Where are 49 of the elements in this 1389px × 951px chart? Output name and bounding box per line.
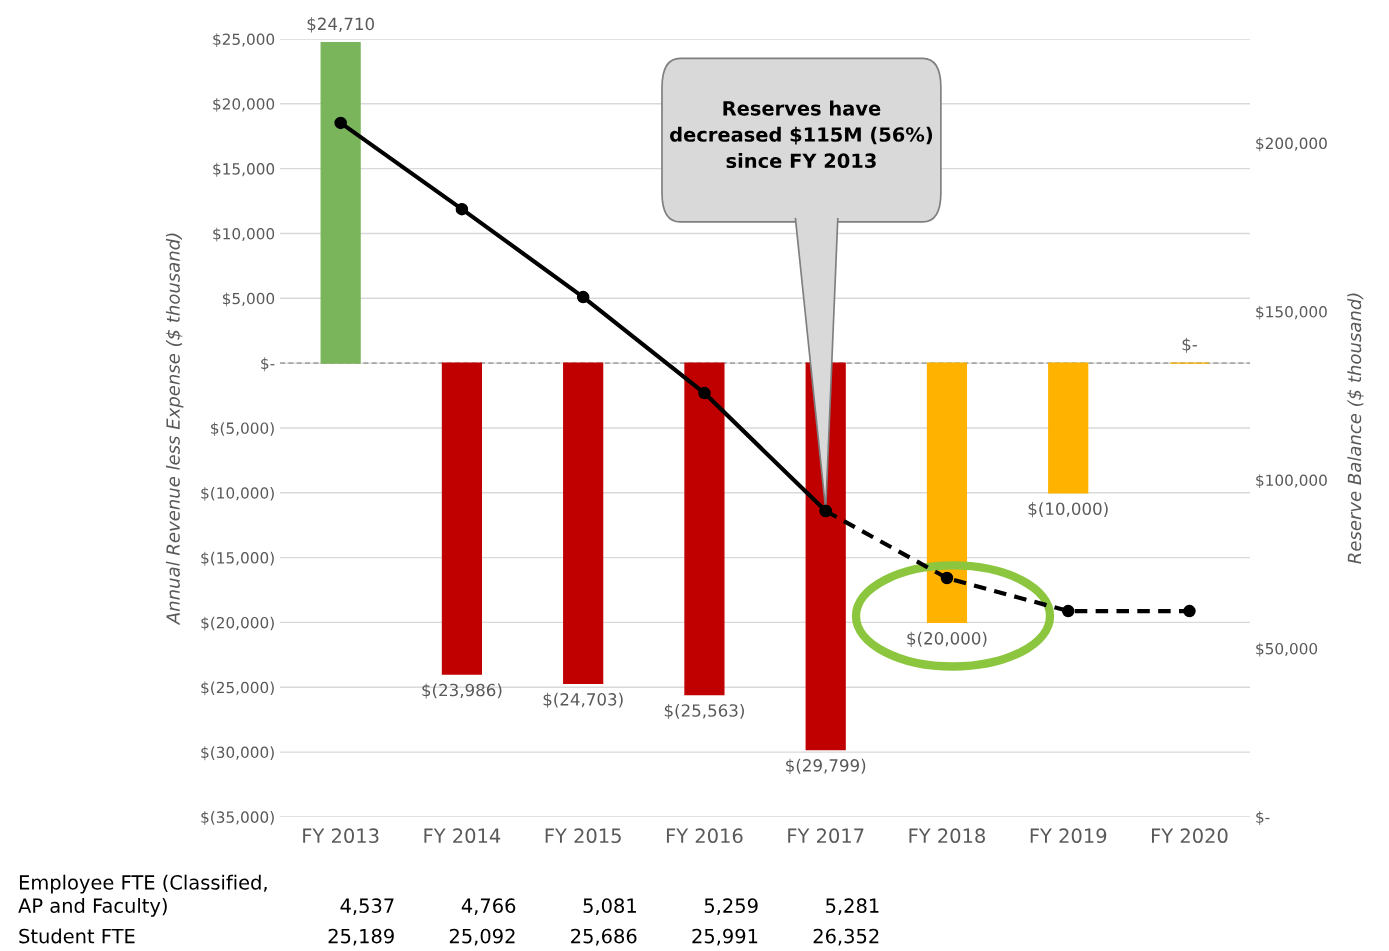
text: 4,537 <box>340 898 394 915</box>
text: 5,259 <box>704 898 758 915</box>
data-label: $(25,563) <box>664 703 744 720</box>
y2-tick-label: $- <box>1256 811 1270 825</box>
y2-tick-label: $100,000 <box>1256 474 1327 489</box>
y2-tick-label: $200,000 <box>1256 137 1327 152</box>
data-label: $(24,703) <box>543 692 623 708</box>
y-tick-label: $20,000 <box>213 98 275 112</box>
y-tick-label: $(35,000) <box>201 811 274 825</box>
y-axis-title: Annual Revenue less Expense ($ thousand) <box>165 233 184 626</box>
y-tick-label: $(15,000) <box>201 551 274 566</box>
data-label: $24,710 <box>307 17 375 33</box>
text: 25,991 <box>692 928 758 946</box>
x-tick-label: FY 2018 <box>909 828 985 844</box>
text: 4,766 <box>461 898 516 915</box>
x-tick-label: FY 2014 <box>424 828 501 844</box>
text: 25,092 <box>449 928 515 946</box>
y2-axis-title: Reserve Balance ($ thousand) <box>1347 293 1364 564</box>
y-tick-label: $5,000 <box>222 292 275 307</box>
data-label: $(10,000) <box>1028 502 1108 518</box>
annotation: Reserves have decreased $115M (56%) since FY 2013 <box>670 100 933 169</box>
x-tick-label: FY 2016 <box>666 828 743 844</box>
y-tick-label: $(25,000) <box>201 681 274 696</box>
y2-tick-label: $150,000 <box>1256 305 1327 320</box>
x-tick-label: FY 2019 <box>1030 828 1107 844</box>
data-label: $- <box>1182 337 1197 353</box>
text: 25,189 <box>328 928 394 946</box>
y-tick-label: $(30,000) <box>201 746 274 761</box>
y-tick-label: $10,000 <box>213 227 275 242</box>
y-tick-label: $- <box>261 357 275 372</box>
x-tick-label: FY 2015 <box>545 828 621 844</box>
text: 5,281 <box>826 898 879 915</box>
text: 5,081 <box>583 898 636 915</box>
y2-tick-label: $50,000 <box>1256 642 1318 657</box>
x-tick-label: FY 2013 <box>303 828 379 844</box>
text: Employee FTE (Classified, AP and Faculty) <box>18 874 267 917</box>
text: 25,686 <box>571 928 637 946</box>
data-label: $(20,000) <box>907 631 987 647</box>
data-label: $(29,799) <box>786 758 866 774</box>
x-tick-label: FY 2020 <box>1152 828 1228 844</box>
y-tick-label: $(10,000) <box>201 486 274 501</box>
y-tick-label: $15,000 <box>213 162 275 177</box>
y-tick-label: $(20,000) <box>201 616 274 631</box>
y-tick-label: $25,000 <box>213 33 275 48</box>
y-tick-label: $(5,000) <box>211 422 274 436</box>
text: 26,352 <box>813 928 879 946</box>
text: Student FTE <box>19 928 135 944</box>
data-label: $(23,986) <box>422 683 502 699</box>
x-tick-label: FY 2017 <box>788 828 864 844</box>
